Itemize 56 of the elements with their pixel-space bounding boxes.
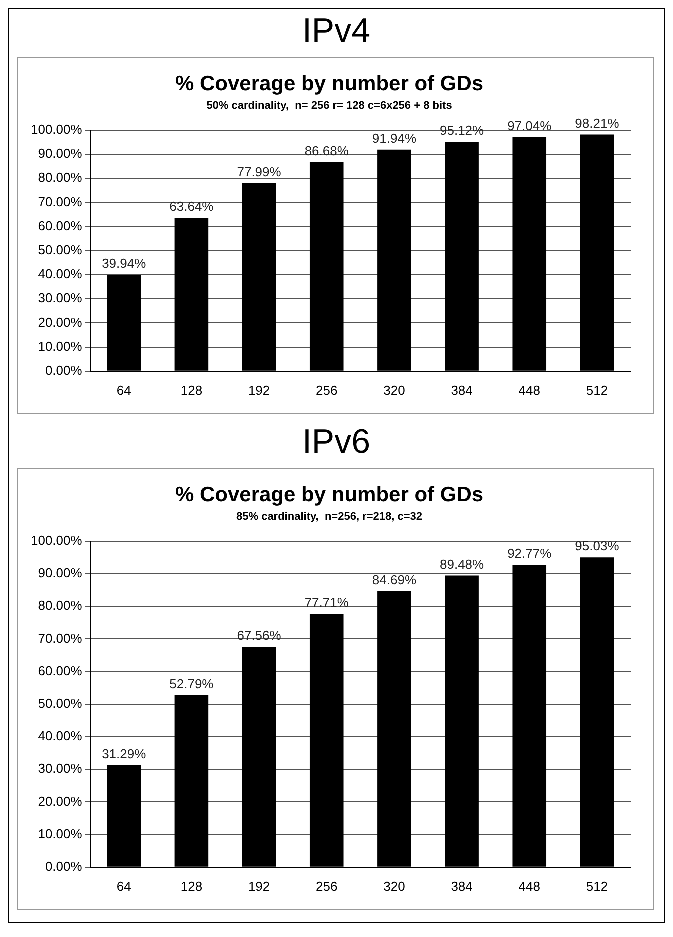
- y-tick-label: 50.00%: [38, 696, 83, 711]
- chart-title: IPv6: [301, 422, 372, 463]
- x-tick-label: 64: [116, 878, 132, 894]
- x-tick-label: 320: [384, 878, 406, 894]
- x-tick-label: 448: [518, 878, 540, 894]
- data-label: 92.77%: [508, 546, 552, 562]
- chart-title: IPv4: [301, 11, 372, 52]
- y-tick-label: 20.00%: [38, 794, 83, 809]
- x-tick-label: 384: [451, 878, 473, 894]
- y-tick-label: 0.00%: [45, 362, 83, 378]
- y-tick-label: 70.00%: [38, 194, 83, 210]
- y-tick-label: 80.00%: [38, 598, 83, 614]
- data-label: 39.94%: [102, 256, 147, 272]
- y-tick-label: 80.00%: [38, 170, 83, 186]
- y-tick-label: 30.00%: [38, 761, 83, 776]
- text: 85% cardinality, n=256, r=218, c=32: [236, 510, 423, 523]
- data-label: 52.79%: [170, 676, 214, 692]
- x-tick-label: 64: [116, 382, 132, 398]
- chart-subtitle: % Coverage by number of GDs: [175, 483, 484, 506]
- data-label: 91.94%: [372, 130, 417, 146]
- y-tick-label: 50.00%: [38, 242, 83, 258]
- data-label: 84.69%: [372, 572, 417, 588]
- y-tick-label: 40.00%: [38, 728, 83, 744]
- data-label: 97.04%: [508, 118, 552, 134]
- data-label: 31.29%: [102, 746, 147, 762]
- y-tick-label: 60.00%: [38, 218, 83, 234]
- x-tick-label: 512: [586, 382, 608, 398]
- x-tick-label: 512: [586, 878, 608, 894]
- y-tick-label: 0.00%: [45, 858, 83, 874]
- y-tick-label: 10.00%: [38, 338, 83, 354]
- x-tick-label: 128: [180, 382, 203, 398]
- data-label: 89.48%: [440, 556, 485, 572]
- y-tick-label: 90.00%: [38, 566, 83, 581]
- x-tick-label: 384: [451, 382, 473, 398]
- y-tick-label: 60.00%: [38, 663, 83, 678]
- y-tick-label: 100.00%: [30, 122, 83, 137]
- y-tick-label: 10.00%: [38, 826, 83, 842]
- x-tick-label: 256: [316, 382, 338, 398]
- data-label: 63.64%: [170, 199, 214, 214]
- x-tick-label: 128: [180, 878, 203, 894]
- y-tick-label: 100.00%: [30, 532, 83, 548]
- y-tick-label: 30.00%: [38, 290, 83, 306]
- x-tick-label: 192: [248, 878, 270, 894]
- x-tick-label: 192: [248, 382, 270, 398]
- x-tick-label: 448: [518, 382, 540, 398]
- y-tick-label: 40.00%: [38, 266, 83, 282]
- x-tick-label: 320: [384, 382, 406, 398]
- data-label: 95.03%: [575, 538, 620, 554]
- x-tick-label: 256: [316, 878, 338, 894]
- data-label: 98.21%: [575, 116, 620, 131]
- y-tick-label: 90.00%: [38, 146, 83, 162]
- chart-subtitle: % Coverage by number of GDs: [175, 72, 484, 96]
- y-tick-label: 70.00%: [38, 630, 83, 646]
- y-tick-label: 20.00%: [38, 314, 83, 330]
- text: 50% cardinality, n= 256 r= 128 c=6x256 + 8 bits: [206, 100, 452, 112]
- data-label: 77.99%: [237, 164, 282, 180]
